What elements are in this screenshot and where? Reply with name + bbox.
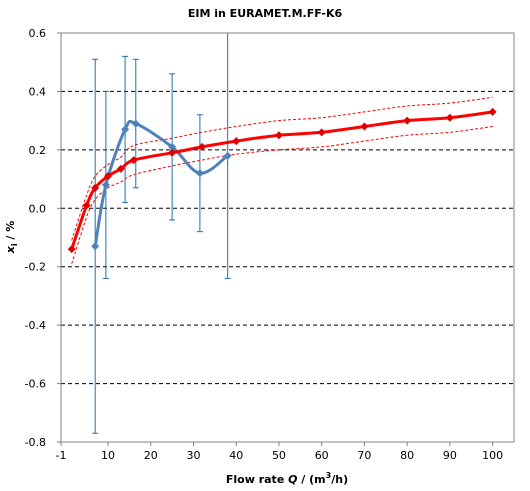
x-tick-label-1: 10 bbox=[101, 449, 115, 462]
axes bbox=[57, 32, 515, 446]
x-tick-label-10: 100 bbox=[482, 449, 503, 462]
series-red-point-14 bbox=[488, 107, 497, 116]
series-red-point-9 bbox=[274, 131, 283, 140]
x-axis-title: Flow rate Q / (m3/h) bbox=[226, 471, 348, 486]
band-upper-line bbox=[71, 96, 493, 241]
y-tick-label-4: 0.0 bbox=[29, 202, 47, 215]
x-tick-label-3: 30 bbox=[186, 449, 200, 462]
series-blue-point-4 bbox=[168, 142, 177, 151]
series-blue-point-0 bbox=[91, 242, 100, 251]
confidence-band bbox=[71, 96, 493, 264]
y-tick-label-7: 0.6 bbox=[29, 27, 47, 40]
x-axis-title-prefix: Flow rate bbox=[226, 473, 288, 486]
y-tick-labels: -0.8 -0.6 -0.4 -0.2 0.0 0.2 0.4 0.6 bbox=[25, 27, 46, 449]
y-axis-title-sub: i bbox=[10, 243, 19, 246]
x-tick-label-0: -1 bbox=[56, 449, 67, 462]
series-red-point-10 bbox=[317, 128, 326, 137]
series-blue-point-6 bbox=[223, 151, 232, 160]
x-tick-label-5: 50 bbox=[272, 449, 286, 462]
x-axis-title-suffix: /h) bbox=[331, 473, 348, 486]
x-tick-label-7: 70 bbox=[357, 449, 371, 462]
x-tick-labels: -1 10 20 30 40 50 60 70 80 90 100 bbox=[56, 449, 504, 462]
data-series bbox=[67, 107, 497, 254]
band-lower-line bbox=[71, 126, 493, 264]
series-red-point-7 bbox=[198, 142, 207, 151]
series-red-point-6 bbox=[168, 148, 177, 157]
plot-area-border bbox=[60, 32, 515, 443]
y-tick-label-2: -0.4 bbox=[25, 319, 46, 332]
error-bars bbox=[92, 32, 231, 434]
series-red-point-12 bbox=[403, 116, 412, 125]
series-red-point-11 bbox=[360, 122, 369, 131]
series-blue-point-5 bbox=[195, 169, 204, 178]
y-tick-label-1: -0.6 bbox=[25, 378, 46, 391]
series-red-point-4 bbox=[116, 164, 125, 173]
series-red-point-2 bbox=[91, 183, 100, 192]
y-axis-title: xi / % bbox=[4, 221, 19, 255]
y-tick-label-0: -0.8 bbox=[25, 436, 46, 449]
x-tick-label-8: 80 bbox=[400, 449, 414, 462]
series-red-point-8 bbox=[232, 137, 241, 146]
grid-lines bbox=[61, 90, 514, 385]
chart-title: EIM in EURAMET.M.FF-K6 bbox=[188, 7, 343, 20]
x-tick-label-2: 20 bbox=[144, 449, 158, 462]
y-tick-label-6: 0.4 bbox=[29, 85, 47, 98]
x-tick-label-4: 40 bbox=[229, 449, 243, 462]
x-axis-title-sup: 3 bbox=[326, 471, 332, 480]
y-tick-label-5: 0.2 bbox=[29, 144, 47, 157]
series-red-point-5 bbox=[129, 156, 138, 165]
series-red-point-3 bbox=[104, 172, 113, 181]
series-blue-point-3 bbox=[131, 119, 140, 128]
x-axis-title-mid: / (m bbox=[297, 473, 325, 486]
y-tick-label-3: -0.2 bbox=[25, 261, 46, 274]
series-red-point-13 bbox=[445, 113, 454, 122]
series-red-line bbox=[70, 110, 493, 250]
x-tick-label-6: 60 bbox=[315, 449, 329, 462]
x-axis-title-symbol: Q bbox=[288, 473, 297, 486]
series-blue-point-1 bbox=[101, 180, 110, 189]
y-axis-title-suffix: / % bbox=[4, 221, 17, 244]
x-tick-label-9: 90 bbox=[443, 449, 457, 462]
series-red-point-0 bbox=[67, 245, 76, 254]
series-blue-point-2 bbox=[121, 125, 130, 134]
y-axis-title-symbol: x bbox=[4, 245, 17, 254]
series-blue-line bbox=[93, 119, 229, 247]
series-red-point-1 bbox=[82, 201, 91, 210]
